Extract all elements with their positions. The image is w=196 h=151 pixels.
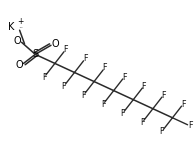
Text: F: F [101,100,105,109]
Text: F: F [140,118,144,127]
Text: F: F [120,109,125,118]
Text: F: F [81,91,86,100]
Text: F: F [63,45,68,54]
Text: F: F [160,127,164,136]
Text: F: F [161,91,166,100]
Text: F: F [122,72,127,82]
Text: F: F [142,82,146,91]
Text: F: F [62,82,66,91]
Text: F: F [181,100,185,109]
Text: K: K [8,22,14,32]
Text: O: O [52,39,59,49]
Text: F: F [42,72,46,82]
Text: F: F [83,54,87,63]
Text: S: S [32,49,38,59]
Text: +: + [17,17,24,26]
Text: F: F [188,121,192,130]
Text: O: O [14,36,21,46]
Text: O: O [15,60,23,70]
Text: ··: ·· [19,24,24,33]
Text: F: F [103,63,107,72]
